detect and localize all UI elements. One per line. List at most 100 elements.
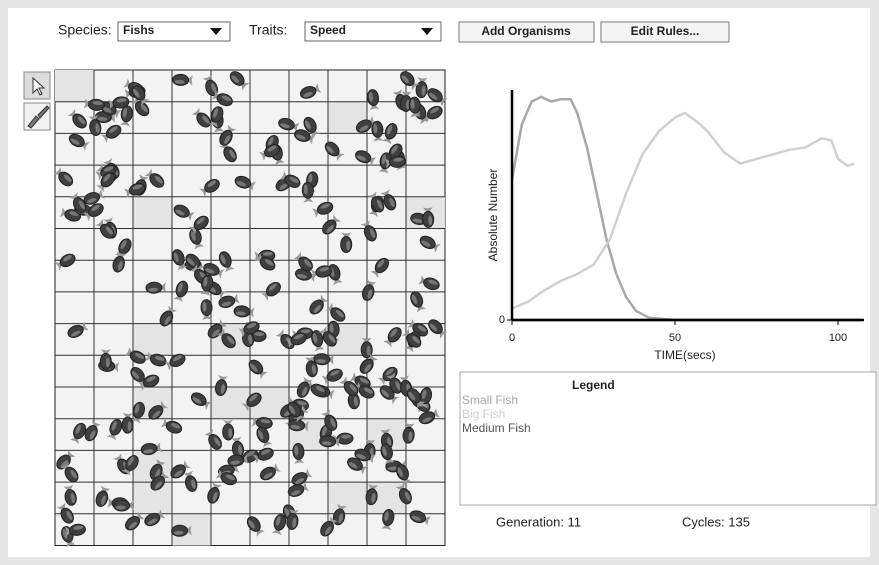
fish[interactable] [382,122,399,145]
fish-belly[interactable] [225,473,236,481]
fish[interactable] [183,251,205,274]
fish[interactable] [383,325,404,348]
fish-belly[interactable] [151,410,161,420]
fish[interactable] [202,74,219,98]
fish-belly[interactable] [245,450,256,458]
fish-tail[interactable] [107,497,115,508]
fish-belly[interactable] [211,328,221,338]
fish-tail[interactable] [378,166,390,174]
fish[interactable] [173,280,190,302]
add-organisms-button[interactable] [458,21,595,43]
fish-body[interactable] [200,299,213,317]
fish-body[interactable] [98,170,117,189]
fish[interactable] [379,443,395,465]
fish-body[interactable] [67,132,86,149]
fish[interactable] [227,454,249,467]
fish[interactable] [218,293,240,309]
fish[interactable] [215,469,239,487]
fish[interactable] [313,353,334,366]
fish[interactable] [386,372,404,395]
fish-tail[interactable] [367,484,379,491]
fish-belly[interactable] [353,396,358,407]
fish-tail[interactable] [361,337,372,344]
fish-body[interactable] [206,486,221,505]
fish-body[interactable] [357,383,376,400]
fish[interactable] [216,328,238,350]
fish-belly[interactable] [412,218,423,224]
fish-belly[interactable] [237,445,243,455]
fish-belly[interactable] [108,125,118,134]
fish-belly[interactable] [411,294,419,305]
fish-tail[interactable] [333,436,340,447]
fish-belly[interactable] [319,266,330,272]
fish-belly[interactable] [303,184,308,195]
fish-body[interactable] [258,255,277,273]
fish-body[interactable] [245,514,263,533]
fish-belly[interactable] [359,124,370,132]
fish-body[interactable] [246,357,265,376]
fish[interactable] [140,442,162,456]
fish-tail[interactable] [401,91,412,98]
fish-belly[interactable] [86,197,97,204]
fish[interactable] [121,453,141,476]
fish[interactable] [293,128,316,145]
fish-belly[interactable] [65,510,73,521]
fish-body[interactable] [94,489,109,508]
fish-tail[interactable] [373,135,384,142]
fish-tail[interactable] [216,319,228,330]
shaded-cell[interactable] [55,70,94,102]
fish-tail[interactable] [112,362,120,373]
fish-belly[interactable] [131,370,141,380]
fish-body[interactable] [408,509,427,525]
fish[interactable] [66,321,89,340]
fish-belly[interactable] [280,122,291,129]
fish-belly[interactable] [173,252,180,263]
fish[interactable] [408,96,421,118]
fish-body[interactable] [98,222,117,241]
fish[interactable] [67,108,89,130]
fish[interactable] [145,281,167,294]
fish-tail[interactable] [130,415,142,424]
fish-belly[interactable] [411,335,421,345]
fish-tail[interactable] [418,400,429,409]
fish-belly[interactable] [190,479,196,490]
fish-tail[interactable] [109,112,116,123]
fish[interactable] [299,83,322,100]
dropdown-arrow[interactable] [421,28,433,35]
fish-tail[interactable] [437,95,448,107]
fish[interactable] [123,511,145,532]
fish[interactable] [292,443,305,464]
pointer-icon[interactable] [32,76,46,96]
fish[interactable] [183,470,199,493]
fish-body[interactable] [404,331,423,350]
fish-body[interactable] [283,173,302,190]
fish-belly[interactable] [111,420,118,431]
fish-tail[interactable] [213,125,224,133]
fish-belly[interactable] [297,400,308,406]
fish-belly[interactable] [230,460,241,465]
fish-belly[interactable] [421,239,432,247]
fish[interactable] [295,376,313,400]
fish-belly[interactable] [248,393,258,402]
fish-body[interactable] [383,122,399,141]
fish-tail[interactable] [417,77,428,84]
fish-belly[interactable] [313,304,323,314]
fish[interactable] [204,429,224,452]
fish-belly[interactable] [297,273,308,279]
fish-tail[interactable] [67,108,79,120]
fish-belly[interactable] [132,88,141,98]
fish-body[interactable] [164,419,183,435]
fish-tail[interactable] [256,368,268,380]
fish-belly[interactable] [363,386,374,394]
fish-belly[interactable] [363,363,372,373]
fish-tail[interactable] [275,329,287,340]
fish-body[interactable] [189,390,208,408]
fish-belly[interactable] [329,369,340,377]
fish-body[interactable] [128,365,147,384]
fish-belly[interactable] [407,391,416,401]
fish[interactable] [83,98,105,111]
fish[interactable] [206,482,222,504]
fish[interactable] [418,387,433,409]
fish-tail[interactable] [383,337,395,348]
fish-belly[interactable] [69,469,78,479]
